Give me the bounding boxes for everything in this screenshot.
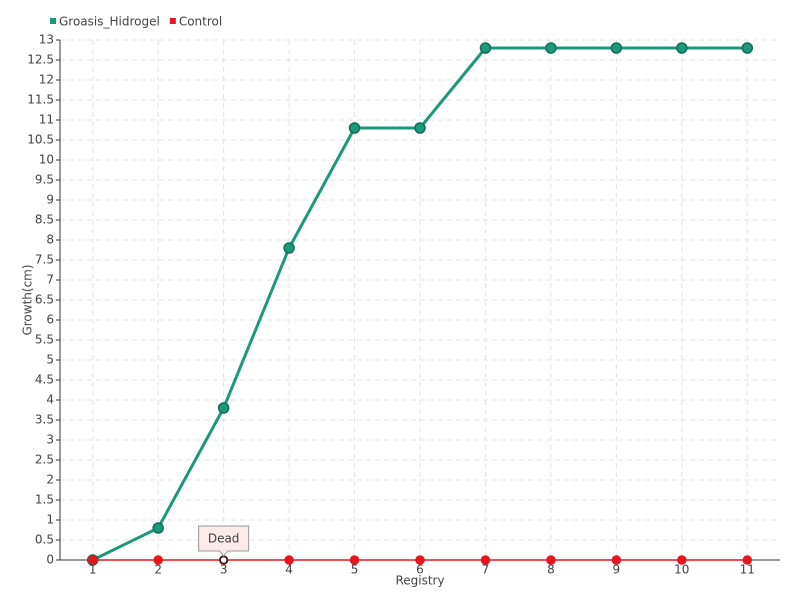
y-tick-label: 8.5 (35, 213, 54, 227)
y-tick-label: 3.5 (35, 413, 54, 427)
annotation: Dead (198, 525, 250, 557)
x-tick-label: 6 (416, 563, 424, 577)
data-point (414, 122, 426, 134)
data-point (153, 555, 163, 565)
y-tick-label: 8 (46, 233, 54, 247)
x-tick-label: 5 (351, 563, 359, 577)
data-point (677, 555, 687, 565)
x-tick-label: 10 (674, 563, 689, 577)
y-tick-label: 7 (46, 273, 54, 287)
data-point (480, 555, 491, 565)
data-point (87, 555, 98, 565)
y-tick-label: 11 (39, 113, 54, 127)
data-point (546, 555, 556, 565)
x-tick-label: 8 (547, 563, 555, 577)
y-tick-label: 9.5 (35, 173, 54, 187)
y-tick-label: 1 (46, 513, 54, 527)
data-point (284, 555, 294, 565)
y-tick-label: 6.5 (35, 293, 54, 307)
data-point (349, 555, 360, 565)
x-tick-label: 3 (220, 563, 228, 577)
y-tick-label: 9 (46, 193, 54, 207)
data-point (415, 555, 425, 565)
y-tick-label: 3 (46, 433, 54, 447)
y-tick-label: 4.5 (35, 373, 54, 387)
y-tick-label: 7.5 (35, 253, 54, 267)
data-point (152, 522, 164, 534)
x-axis-label: Registry (395, 574, 444, 588)
x-tick-label: 11 (740, 563, 755, 577)
data-point (545, 42, 557, 54)
data-point (611, 555, 622, 565)
data-point (741, 42, 754, 54)
y-tick-label: 13 (39, 33, 54, 47)
legend-label: Groasis_Hidrogel (59, 15, 160, 29)
data-point (742, 555, 753, 565)
legend-swatch (169, 18, 176, 24)
y-tick-label: 0.5 (35, 533, 54, 547)
y-tick-label: 5.5 (35, 333, 54, 347)
data-point (283, 242, 295, 254)
y-tick-label: 2.5 (35, 453, 54, 467)
data-point (217, 402, 230, 414)
x-tick-label: 7 (482, 563, 490, 577)
y-tick-label: 4 (46, 393, 54, 407)
legend-label: Control (179, 15, 222, 29)
y-tick-label: 0 (46, 553, 54, 567)
y-tick-label: 1.5 (35, 493, 54, 507)
annotation-label: Dead (208, 532, 240, 546)
annotation-point (219, 555, 228, 565)
x-tick-label: 9 (613, 563, 621, 577)
x-tick-label: 4 (285, 563, 293, 577)
y-tick-label: 6 (46, 313, 54, 327)
x-tick-label: 2 (154, 563, 162, 577)
data-point (610, 42, 623, 54)
y-tick-label: 5 (46, 353, 54, 367)
y-axis-label: Growth(cm) (21, 264, 35, 335)
y-tick-label: 12 (39, 73, 54, 87)
data-point (676, 42, 688, 54)
annotation-box (198, 525, 250, 557)
y-tick-label: 2 (46, 473, 54, 487)
y-tick-label: 10 (39, 153, 54, 167)
y-tick-label: 10.5 (27, 133, 54, 147)
data-point (479, 42, 492, 54)
legend-swatch (50, 18, 56, 24)
x-tick-label: 1 (89, 563, 97, 577)
data-point (348, 122, 361, 134)
y-tick-label: 12.5 (27, 53, 54, 67)
y-tick-label: 11.5 (27, 93, 54, 107)
